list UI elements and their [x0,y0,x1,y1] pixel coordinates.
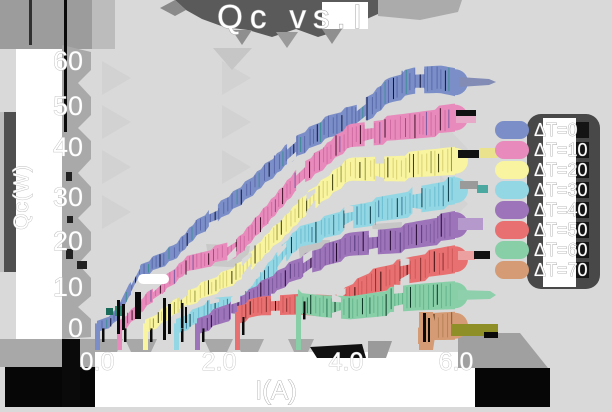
svg-text:30: 30 [53,182,83,212]
svg-text:0.0: 0.0 [80,348,115,376]
svg-text:ΔT=70: ΔT=70 [534,260,588,280]
svg-text:ΔT=60: ΔT=60 [534,240,588,260]
svg-text:50: 50 [53,91,83,121]
svg-text:2.0: 2.0 [202,348,237,376]
svg-text:4.0: 4.0 [329,348,364,376]
svg-text:Qc vs.I: Qc vs.I [217,0,369,35]
svg-text:60: 60 [53,46,83,76]
svg-text:20: 20 [53,226,83,256]
svg-text:ΔT=50: ΔT=50 [534,220,588,240]
svg-text:Qc(W): Qc(W) [10,164,33,230]
svg-text:40: 40 [53,132,83,162]
svg-text:ΔT=0: ΔT=0 [534,120,578,140]
svg-text:0: 0 [68,313,83,343]
svg-text:6.0: 6.0 [439,348,474,376]
svg-text:ΔT=40: ΔT=40 [534,200,588,220]
svg-text:ΔT=30: ΔT=30 [534,180,588,200]
svg-text:ΔT=10: ΔT=10 [534,140,588,160]
svg-text:10: 10 [53,272,83,302]
svg-text:ΔT=20: ΔT=20 [534,160,588,180]
svg-text:I(A): I(A) [255,375,297,405]
